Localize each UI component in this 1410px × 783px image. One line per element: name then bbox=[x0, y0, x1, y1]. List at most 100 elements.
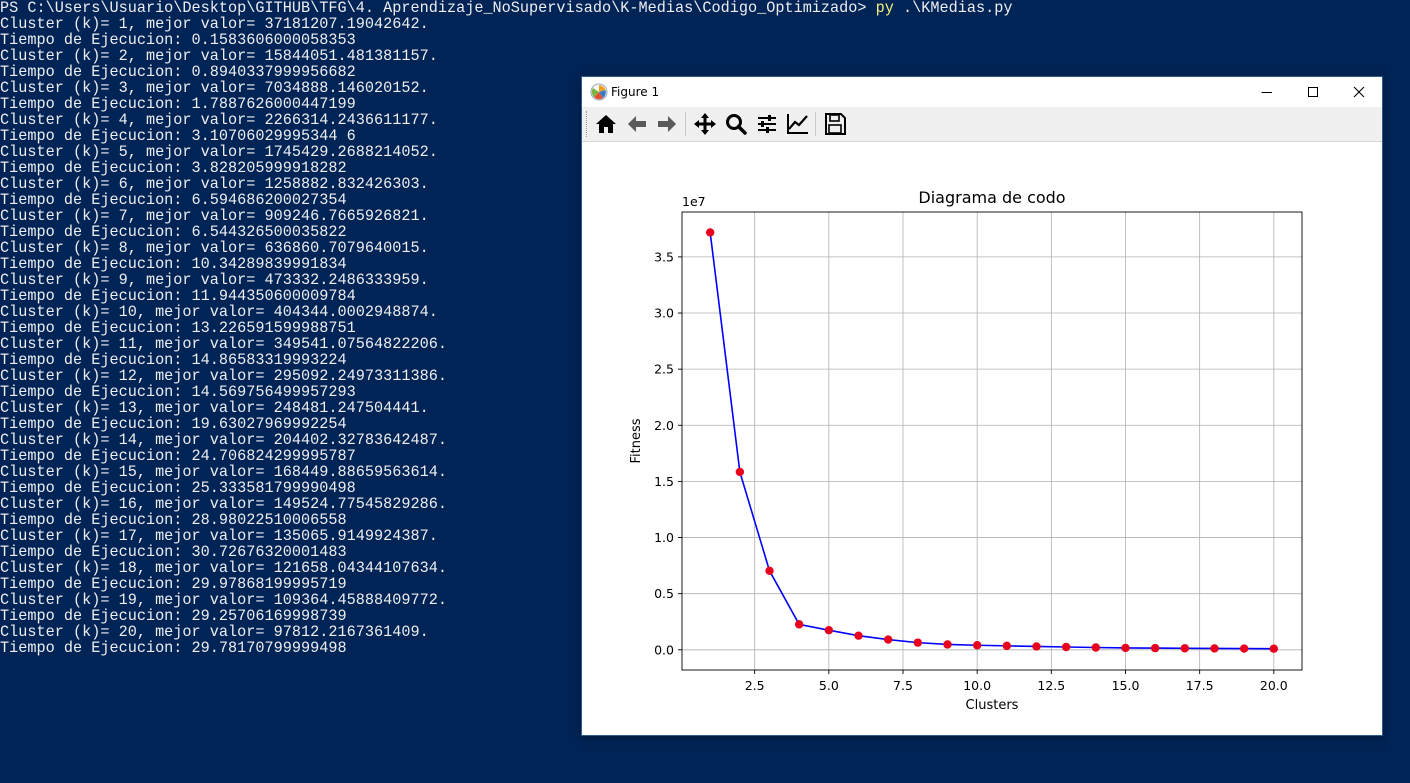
magnifier-icon bbox=[726, 114, 747, 135]
terminal-output-line: Cluster (k)= 9, mejor valor= 473332.2486… bbox=[0, 271, 429, 289]
terminal-output-line: Tiempo de Ejecucion: 6.544326500035822 bbox=[0, 223, 347, 241]
back-button[interactable] bbox=[623, 111, 651, 137]
terminal-output-line: Tiempo de Ejecucion: 14.569756499957293 bbox=[0, 383, 356, 401]
terminal-output-line: Cluster (k)= 14, mejor valor= 204402.327… bbox=[0, 431, 447, 449]
y-tick-label: 0.5 bbox=[654, 586, 674, 601]
data-point bbox=[883, 635, 893, 644]
home-button[interactable] bbox=[592, 111, 620, 137]
data-point bbox=[1150, 643, 1160, 653]
pan-button[interactable] bbox=[691, 111, 719, 137]
terminal-output-line: Tiempo de Ejecucion: 29.97868199995719 bbox=[0, 575, 347, 593]
terminal-output-line: Tiempo de Ejecucion: 3.10706029995344 6 bbox=[0, 127, 356, 145]
terminal-output-line: Cluster (k)= 17, mejor valor= 135065.914… bbox=[0, 527, 438, 545]
data-point bbox=[972, 641, 982, 650]
terminal-output-line: Tiempo de Ejecucion: 0.8940337999956682 bbox=[0, 63, 356, 81]
terminal-output-line: Cluster (k)= 5, mejor valor= 1745429.268… bbox=[0, 143, 438, 161]
toolbar-grip[interactable] bbox=[586, 111, 589, 137]
toolbar-separator bbox=[815, 112, 816, 136]
terminal-output-line: Tiempo de Ejecucion: 30.72676320001483 bbox=[0, 543, 347, 561]
terminal-output-line: Tiempo de Ejecucion: 14.86583319993224 bbox=[0, 351, 347, 369]
terminal-output-line: Tiempo de Ejecucion: 19.63027969992254 bbox=[0, 415, 347, 433]
matplotlib-app-icon bbox=[590, 83, 608, 101]
zoom-button[interactable] bbox=[722, 111, 750, 137]
subplots-button[interactable] bbox=[753, 111, 781, 137]
terminal-output-line: Tiempo de Ejecucion: 11.944350600009784 bbox=[0, 287, 356, 305]
minimize-button[interactable] bbox=[1244, 77, 1290, 107]
terminal-output-line: Tiempo de Ejecucion: 3.828205999918282 bbox=[0, 159, 347, 177]
terminal-output-line: Tiempo de Ejecucion: 6.594686200027354 bbox=[0, 191, 347, 209]
x-tick-label: 17.5 bbox=[1186, 678, 1214, 693]
toolbar-separator bbox=[685, 112, 686, 136]
y-offset-text: 1e7 bbox=[682, 194, 706, 209]
arrow-right-icon bbox=[658, 116, 676, 132]
y-tick-label: 2.0 bbox=[654, 418, 674, 433]
maximize-button[interactable] bbox=[1290, 77, 1336, 107]
terminal-output-line: Cluster (k)= 1, mejor valor= 37181207.19… bbox=[0, 15, 429, 33]
y-tick-label: 2.5 bbox=[654, 362, 674, 377]
terminal-command-line: PS C:\Users\Usuario\Desktop\GITHUB\TFG\4… bbox=[0, 0, 1012, 16]
terminal-output-line: Tiempo de Ejecucion: 28.98022510006558 bbox=[0, 511, 347, 529]
x-tick-label: 20.0 bbox=[1260, 678, 1288, 693]
terminal-output-line: Tiempo de Ejecucion: 29.25706169998739 bbox=[0, 607, 347, 625]
data-point bbox=[854, 631, 863, 640]
data-point bbox=[913, 638, 923, 647]
terminal-output-line: Cluster (k)= 7, mejor valor= 909246.7665… bbox=[0, 207, 429, 225]
x-tick-label: 10.0 bbox=[963, 678, 991, 693]
save-button[interactable] bbox=[821, 111, 849, 137]
data-point bbox=[1002, 641, 1012, 651]
terminal-output-line: Cluster (k)= 8, mejor valor= 636860.7079… bbox=[0, 239, 429, 257]
close-icon bbox=[1353, 86, 1365, 98]
terminal-output-line: Cluster (k)= 16, mejor valor= 149524.775… bbox=[0, 495, 447, 513]
terminal-output-line: Cluster (k)= 10, mejor valor= 404344.000… bbox=[0, 303, 438, 321]
data-point bbox=[1091, 643, 1101, 652]
terminal-command-exe: py bbox=[875, 0, 894, 17]
data-point bbox=[1239, 644, 1249, 653]
terminal-output-line: Tiempo de Ejecucion: 25.333581799990498 bbox=[0, 479, 356, 497]
data-point bbox=[1180, 644, 1190, 653]
forward-button[interactable] bbox=[653, 111, 681, 137]
terminal-output-line: Cluster (k)= 20, mejor valor= 97812.2167… bbox=[0, 623, 429, 641]
y-tick-label: 0.0 bbox=[654, 642, 674, 657]
terminal-prompt: PS C:\Users\Usuario\Desktop\GITHUB\TFG\4… bbox=[0, 0, 876, 17]
terminal-output-line: Tiempo de Ejecucion: 13.226591599988751 bbox=[0, 319, 356, 337]
line-chart-icon bbox=[787, 114, 808, 134]
y-axis-label: Fitness bbox=[629, 418, 644, 463]
maximize-icon bbox=[1308, 87, 1318, 97]
terminal-command-args: .\KMedias.py bbox=[893, 0, 1013, 17]
minimize-icon bbox=[1261, 92, 1272, 93]
window-titlebar[interactable]: Figure 1 bbox=[582, 77, 1382, 107]
data-point bbox=[824, 626, 834, 635]
close-button[interactable] bbox=[1336, 77, 1382, 107]
data-point bbox=[1210, 644, 1219, 653]
terminal-output-line: Cluster (k)= 18, mejor valor= 121658.043… bbox=[0, 559, 447, 577]
terminal-output-line: Tiempo de Ejecucion: 0.1583606000058353 bbox=[0, 31, 356, 49]
terminal-output-line: Cluster (k)= 15, mejor valor= 168449.886… bbox=[0, 463, 447, 481]
y-tick-label: 3.0 bbox=[654, 306, 674, 321]
navigation-toolbar bbox=[582, 107, 1382, 142]
data-point bbox=[735, 467, 745, 477]
x-tick-label: 2.5 bbox=[745, 678, 765, 693]
data-point bbox=[765, 566, 774, 576]
fitness-line bbox=[709, 232, 1274, 650]
figure-canvas[interactable]: 2.5 5.0 7.5 10.0 12.5 15.0 17.5 20.0 0.0 0.5 1.0 1.… bbox=[582, 142, 1382, 735]
move-icon bbox=[694, 113, 716, 135]
terminal-output-line: Tiempo de Ejecucion: 24.706824299995787 bbox=[0, 447, 356, 465]
chart-title: Diagrama de codo bbox=[918, 188, 1065, 207]
elbow-chart: 2.5 5.0 7.5 10.0 12.5 15.0 17.5 20.0 0.0 0.5 1.0 1.… bbox=[629, 188, 1303, 713]
x-tick-label: 12.5 bbox=[1037, 678, 1065, 693]
data-point bbox=[1061, 642, 1071, 652]
x-tick-label: 5.0 bbox=[819, 678, 839, 693]
x-tick-label: 7.5 bbox=[893, 678, 913, 693]
customize-button[interactable] bbox=[784, 111, 812, 137]
figure-window[interactable]: Figure 1 bbox=[582, 77, 1382, 735]
y-tick-label: 1.5 bbox=[654, 474, 674, 489]
terminal-output-line: Tiempo de Ejecucion: 1.7887626000447199 bbox=[0, 95, 356, 113]
window-title: Figure 1 bbox=[611, 85, 660, 99]
terminal-output-line: Cluster (k)= 4, mejor valor= 2266314.243… bbox=[0, 111, 438, 129]
home-icon bbox=[596, 115, 616, 133]
data-point bbox=[943, 640, 952, 649]
terminal-output-line: Cluster (k)= 12, mejor valor= 295092.249… bbox=[0, 367, 447, 385]
data-point bbox=[1269, 644, 1279, 653]
data-point bbox=[705, 228, 715, 237]
x-axis-label: Clusters bbox=[966, 698, 1019, 713]
